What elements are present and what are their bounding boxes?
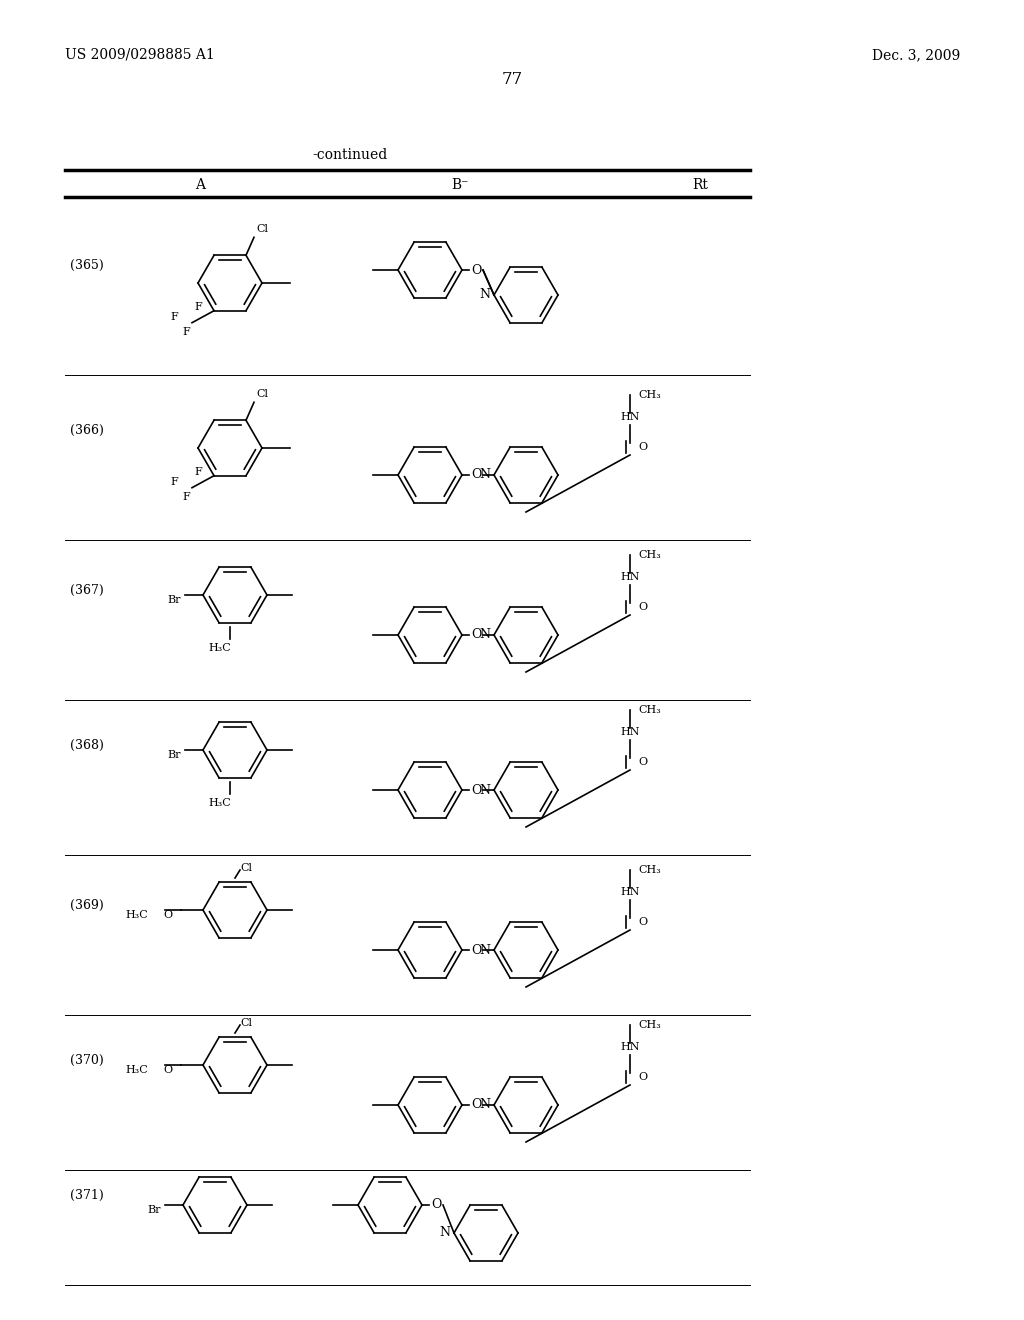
Text: N: N bbox=[479, 944, 490, 957]
Text: (366): (366) bbox=[70, 424, 103, 437]
Text: H₃C: H₃C bbox=[209, 643, 231, 653]
Text: N: N bbox=[479, 289, 490, 301]
Text: N: N bbox=[479, 469, 490, 482]
Text: O: O bbox=[471, 628, 481, 642]
Text: O: O bbox=[638, 1072, 647, 1082]
Text: -continued: -continued bbox=[312, 148, 388, 162]
Text: O: O bbox=[471, 264, 481, 276]
Text: (369): (369) bbox=[70, 899, 103, 912]
Text: Cl: Cl bbox=[256, 389, 268, 399]
Text: CH₃: CH₃ bbox=[638, 865, 660, 875]
Text: Br: Br bbox=[168, 595, 181, 605]
Text: 77: 77 bbox=[502, 71, 522, 88]
Text: HN: HN bbox=[620, 572, 640, 582]
Text: O: O bbox=[638, 917, 647, 927]
Text: N: N bbox=[479, 784, 490, 796]
Text: HN: HN bbox=[620, 887, 640, 898]
Text: CH₃: CH₃ bbox=[638, 705, 660, 715]
Text: Cl: Cl bbox=[240, 1018, 252, 1028]
Text: N: N bbox=[479, 1098, 490, 1111]
Text: CH₃: CH₃ bbox=[638, 1020, 660, 1030]
Text: O: O bbox=[471, 944, 481, 957]
Text: HN: HN bbox=[620, 412, 640, 422]
Text: F: F bbox=[182, 492, 189, 502]
Text: H₃C: H₃C bbox=[125, 1065, 148, 1074]
Text: O: O bbox=[164, 909, 173, 920]
Text: (368): (368) bbox=[70, 738, 103, 751]
Text: O: O bbox=[638, 756, 647, 767]
Text: (367): (367) bbox=[70, 583, 103, 597]
Text: F: F bbox=[182, 327, 189, 337]
Text: O: O bbox=[638, 602, 647, 612]
Text: F: F bbox=[170, 312, 178, 322]
Text: A: A bbox=[195, 178, 205, 191]
Text: H₃C: H₃C bbox=[125, 909, 148, 920]
Text: H₃C: H₃C bbox=[209, 799, 231, 808]
Text: (371): (371) bbox=[70, 1188, 103, 1201]
Text: Br: Br bbox=[147, 1205, 161, 1214]
Text: N: N bbox=[439, 1226, 451, 1239]
Text: CH₃: CH₃ bbox=[638, 389, 660, 400]
Text: B⁻: B⁻ bbox=[452, 178, 469, 191]
Text: O: O bbox=[471, 784, 481, 796]
Text: (365): (365) bbox=[70, 259, 103, 272]
Text: Cl: Cl bbox=[256, 224, 268, 234]
Text: N: N bbox=[479, 628, 490, 642]
Text: Br: Br bbox=[168, 750, 181, 760]
Text: CH₃: CH₃ bbox=[638, 550, 660, 560]
Text: HN: HN bbox=[620, 1041, 640, 1052]
Text: O: O bbox=[638, 442, 647, 451]
Text: (370): (370) bbox=[70, 1053, 103, 1067]
Text: F: F bbox=[194, 467, 202, 477]
Text: O: O bbox=[471, 469, 481, 482]
Text: Rt: Rt bbox=[692, 178, 708, 191]
Text: O: O bbox=[164, 1065, 173, 1074]
Text: F: F bbox=[194, 302, 202, 312]
Text: Cl: Cl bbox=[240, 863, 252, 873]
Text: US 2009/0298885 A1: US 2009/0298885 A1 bbox=[65, 48, 215, 62]
Text: HN: HN bbox=[620, 727, 640, 737]
Text: F: F bbox=[170, 477, 178, 487]
Text: O: O bbox=[471, 1098, 481, 1111]
Text: Dec. 3, 2009: Dec. 3, 2009 bbox=[871, 48, 961, 62]
Text: O: O bbox=[431, 1199, 441, 1212]
